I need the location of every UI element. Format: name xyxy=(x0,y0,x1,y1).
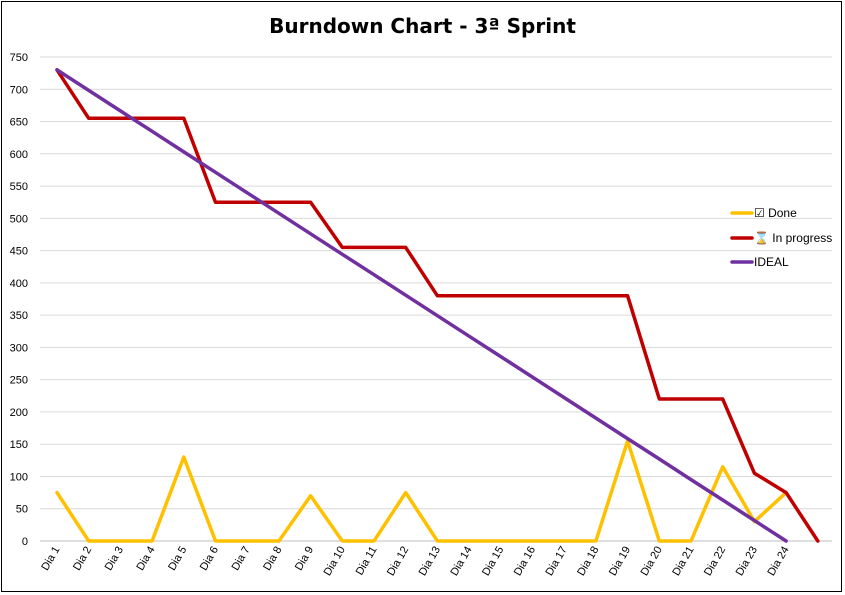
x-tick-label: Dia 4 xyxy=(134,545,157,573)
legend-label-ideal: IDEAL xyxy=(754,255,789,269)
x-tick-label: Dia 20 xyxy=(639,545,665,579)
x-tick-label: Dia 10 xyxy=(322,545,348,579)
y-tick-label: 50 xyxy=(16,504,28,516)
y-tick-label: 400 xyxy=(10,278,28,290)
y-tick-label: 650 xyxy=(10,117,28,129)
legend-label-done: ☑ Done xyxy=(754,206,797,220)
x-tick-label: Dia 14 xyxy=(448,545,474,579)
y-tick-label: 350 xyxy=(10,310,28,322)
y-tick-label: 500 xyxy=(10,213,28,225)
x-tick-label: Dia 24 xyxy=(765,545,791,579)
x-tick-label: Dia 18 xyxy=(575,545,601,579)
x-tick-label: Dia 3 xyxy=(103,545,126,573)
y-tick-label: 550 xyxy=(10,181,28,193)
legend-label-in-progress: ⌛ In progress xyxy=(754,231,832,245)
chart-title: Burndown Chart - 3ª Sprint xyxy=(269,14,576,38)
x-tick-label: Dia 5 xyxy=(166,545,189,573)
x-tick-label: Dia 13 xyxy=(417,545,443,579)
y-tick-label: 150 xyxy=(10,439,28,451)
x-tick-label: Dia 12 xyxy=(385,545,411,579)
x-tick-label: Dia 19 xyxy=(607,545,633,579)
x-tick-label: Dia 17 xyxy=(544,545,570,579)
x-tick-label: Dia 2 xyxy=(71,545,94,573)
y-tick-label: 700 xyxy=(10,84,28,96)
y-tick-label: 750 xyxy=(10,52,28,64)
series-line-in-progress xyxy=(55,68,820,543)
y-tick-label: 100 xyxy=(10,471,28,483)
y-tick-label: 200 xyxy=(10,407,28,419)
x-tick-label: Dia 22 xyxy=(702,545,728,579)
y-tick-label: 450 xyxy=(10,246,28,258)
y-tick-label: 250 xyxy=(10,375,28,387)
x-tick-label: Dia 8 xyxy=(261,545,284,573)
x-tick-label: Dia 1 xyxy=(39,545,62,573)
y-tick-label: 0 xyxy=(22,536,28,548)
x-tick-label: Dia 9 xyxy=(293,545,316,573)
series-line-done xyxy=(55,439,788,543)
x-tick-label: Dia 15 xyxy=(480,545,506,579)
y-tick-label: 300 xyxy=(10,342,28,354)
y-tick-label: 600 xyxy=(10,149,28,161)
x-tick-label: Dia 21 xyxy=(670,545,696,579)
x-tick-label: Dia 6 xyxy=(198,545,221,573)
x-tick-label: Dia 16 xyxy=(512,545,538,579)
x-tick-label: Dia 23 xyxy=(734,545,760,579)
x-tick-label: Dia 7 xyxy=(230,545,253,573)
series-line-ideal xyxy=(55,68,788,543)
x-tick-label: Dia 11 xyxy=(354,545,380,578)
